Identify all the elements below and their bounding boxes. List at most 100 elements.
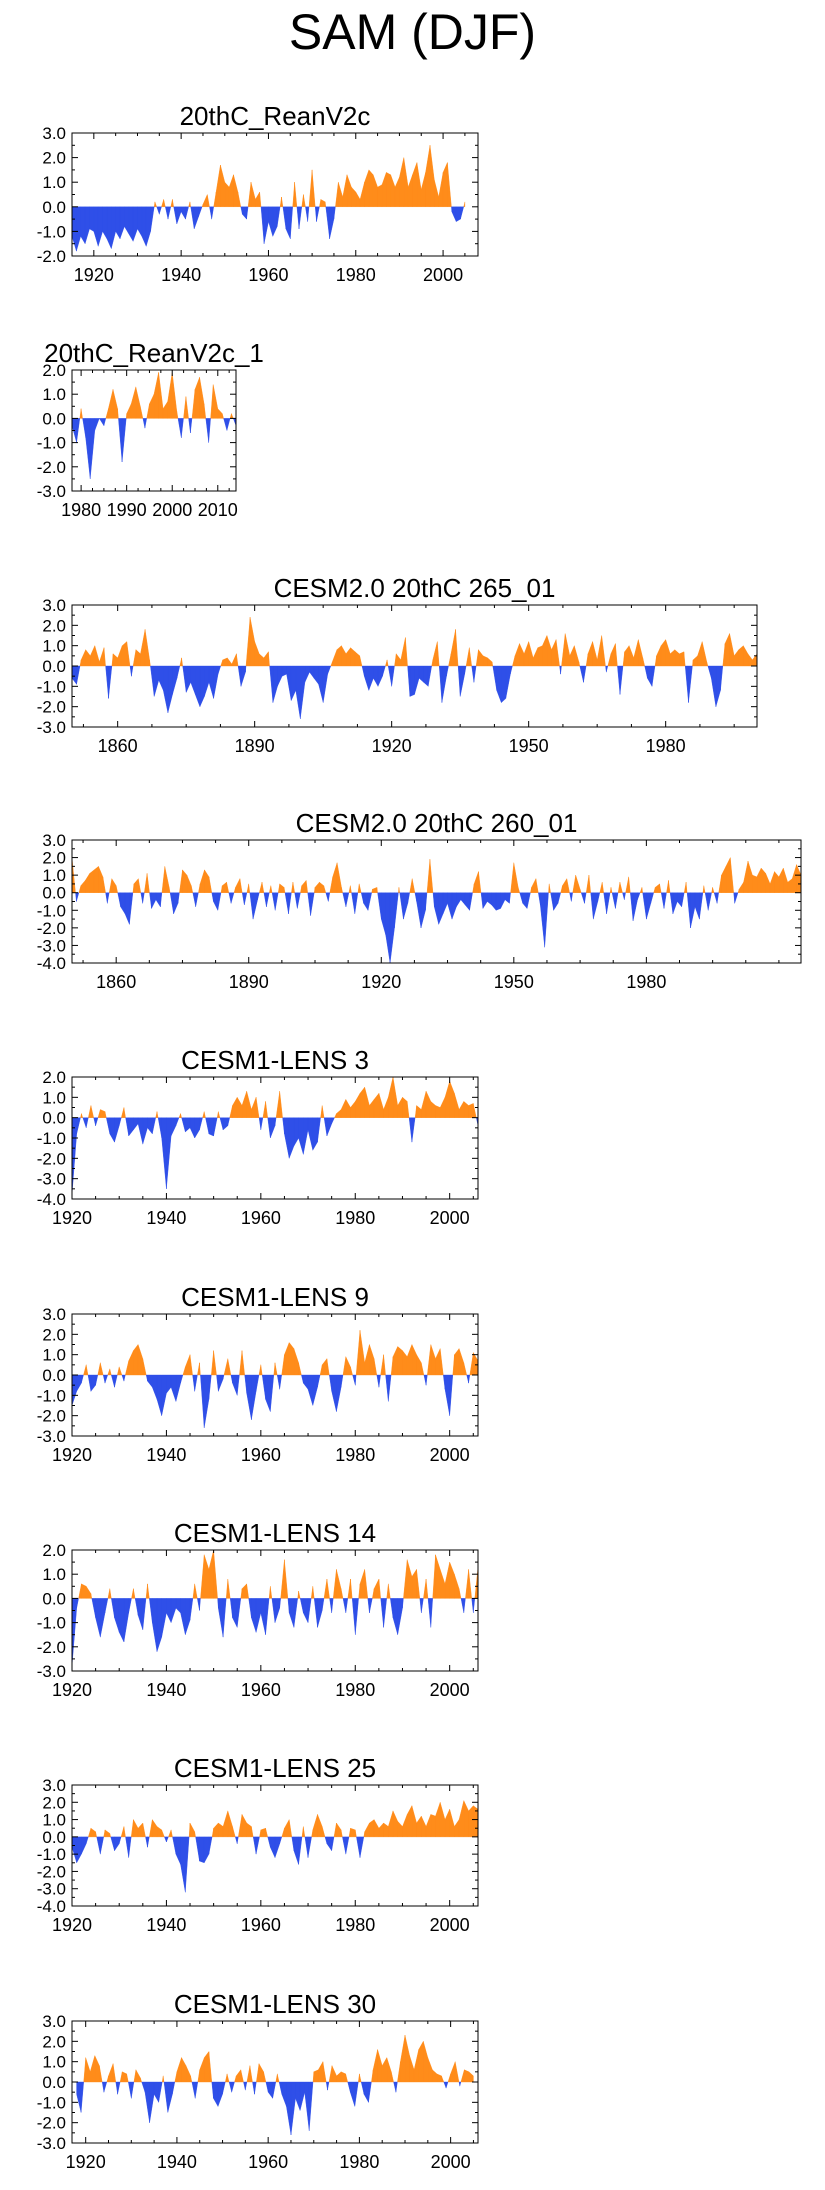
- x-tick-label: 1980: [61, 500, 101, 520]
- x-tick-label: 2000: [431, 2152, 471, 2172]
- positive-area-series: [78, 1549, 479, 1599]
- y-tick-label: -3.0: [37, 2134, 66, 2153]
- y-tick-label: -1.0: [37, 1386, 66, 1405]
- y-tick-label: -1.0: [37, 222, 66, 241]
- x-tick-label: 1940: [146, 1208, 186, 1228]
- x-tick-label: 1980: [626, 972, 666, 992]
- x-tick-label: 1940: [146, 1680, 186, 1700]
- x-tick-label: 1950: [494, 972, 534, 992]
- x-tick-label: 1860: [98, 736, 138, 756]
- negative-area-series: [71, 418, 237, 479]
- x-tick-label: 2000: [430, 1208, 470, 1228]
- plot-frame: [71, 369, 237, 492]
- y-tick-label: 2.0: [42, 1068, 66, 1087]
- chart-cesm1-lens-3: CESM1-LENS 3 2.01.0 0.0-1.0-2.0 -3.0-4.0192…: [37, 1045, 479, 1228]
- negative-area-series: [75, 892, 739, 964]
- y-tick-label: -1.0: [37, 1845, 66, 1864]
- positive-area-series: [71, 857, 802, 893]
- y-tick-label: 2.0: [42, 361, 66, 380]
- y-tick-label: -2.0: [37, 458, 66, 477]
- y-tick-label: -3.0: [37, 1880, 66, 1899]
- x-tick-label: 1920: [52, 1915, 92, 1935]
- x-tick-label: 1940: [161, 265, 201, 285]
- x-tick-label: 1890: [235, 736, 275, 756]
- negative-area-series: [71, 1374, 471, 1428]
- y-tick-label: -1.0: [37, 2093, 66, 2112]
- y-tick-label: -4.0: [37, 1190, 66, 1209]
- y-tick-label: -1.0: [37, 901, 66, 920]
- y-tick-label: 0.0: [42, 409, 66, 428]
- y-tick-label: 1.0: [42, 1346, 66, 1365]
- y-tick-label: 0.0: [42, 884, 66, 903]
- x-tick-label: 1950: [509, 736, 549, 756]
- negative-area-series: [71, 206, 464, 252]
- y-tick-label: 2.0: [42, 849, 66, 868]
- y-tick-label: 0.0: [42, 198, 66, 217]
- y-tick-label: -4.0: [37, 954, 66, 973]
- x-tick-label: 1980: [336, 265, 376, 285]
- x-tick-label: 1920: [361, 972, 401, 992]
- plot-frame: [71, 1076, 479, 1200]
- negative-area-series: [71, 1598, 476, 1667]
- y-tick-label: 0.0: [42, 657, 66, 676]
- y-tick-label: -2.0: [37, 2114, 66, 2133]
- y-tick-label: -3.0: [37, 1170, 66, 1189]
- y-tick-label: -2.0: [37, 1638, 66, 1657]
- figure-title: SAM (DJF): [288, 4, 537, 60]
- positive-area-series: [88, 1800, 479, 1838]
- x-tick-label: 1980: [335, 1445, 375, 1465]
- x-tick-label: 1860: [96, 972, 136, 992]
- y-tick-label: -3.0: [37, 718, 66, 737]
- y-tick-label: -1.0: [37, 1129, 66, 1148]
- y-tick-label: 3.0: [42, 2012, 66, 2031]
- y-tick-label: 3.0: [42, 1305, 66, 1324]
- y-tick-label: 3.0: [42, 124, 66, 143]
- x-tick-label: 1980: [335, 1680, 375, 1700]
- x-tick-label: 1960: [241, 1680, 281, 1700]
- chart-title: CESM1-LENS 14: [174, 1518, 376, 1548]
- chart-cesm1-lens-25: CESM1-LENS 25 3.02.01.00.0-1.0-2.0-3.0-4.…: [37, 1753, 479, 1935]
- x-tick-label: 1920: [66, 2152, 106, 2172]
- positive-area-series: [153, 145, 466, 207]
- y-tick-label: -3.0: [37, 1662, 66, 1681]
- y-tick-label: -3.0: [37, 1427, 66, 1446]
- x-tick-label: 1940: [157, 2152, 197, 2172]
- x-tick-label: 2000: [430, 1680, 470, 1700]
- x-tick-label: 1920: [52, 1445, 92, 1465]
- chart-title: 20thC_ReanV2c_1: [44, 338, 264, 368]
- y-tick-label: 0.0: [42, 1828, 66, 1847]
- x-tick-label: 1920: [74, 265, 114, 285]
- y-tick-label: -2.0: [37, 1862, 66, 1881]
- x-tick-label: 1980: [335, 1208, 375, 1228]
- x-tick-label: 2000: [152, 500, 192, 520]
- x-tick-label: 1980: [339, 2152, 379, 2172]
- x-tick-label: 1990: [107, 500, 147, 520]
- y-tick-label: 0.0: [42, 2073, 66, 2092]
- x-tick-label: 1980: [335, 1915, 375, 1935]
- x-tick-label: 1960: [248, 2152, 288, 2172]
- x-tick-label: 1940: [146, 1915, 186, 1935]
- x-tick-label: 1920: [372, 736, 412, 756]
- chart-title: CESM1-LENS 25: [174, 1753, 376, 1783]
- chart-title: CESM1-LENS 9: [181, 1282, 369, 1312]
- x-tick-label: 2010: [198, 500, 238, 520]
- y-tick-label: 1.0: [42, 173, 66, 192]
- y-tick-label: -2.0: [37, 1149, 66, 1168]
- negative-area-series: [76, 2081, 462, 2135]
- positive-area-series: [79, 617, 758, 667]
- y-tick-label: 1.0: [42, 1565, 66, 1584]
- chart-cesm2-0-20thc-265-01: CESM2.0 20thC 265_01 3.02.0 1.00.0-1.0 -2.0…: [37, 573, 758, 756]
- chart-title: CESM1-LENS 3: [181, 1045, 369, 1075]
- y-tick-label: -1.0: [37, 677, 66, 696]
- y-tick-label: -3.0: [37, 936, 66, 955]
- positive-area-series: [79, 372, 234, 419]
- y-tick-label: 3.0: [42, 831, 66, 850]
- x-tick-label: 1960: [248, 265, 288, 285]
- x-tick-label: 1980: [646, 736, 686, 756]
- chart-title: CESM2.0 20thC 265_01: [274, 573, 556, 603]
- y-tick-label: 2.0: [42, 1793, 66, 1812]
- y-tick-label: -2.0: [37, 247, 66, 266]
- positive-area-series: [83, 1330, 479, 1376]
- x-tick-label: 1920: [52, 1680, 92, 1700]
- y-tick-label: -2.0: [37, 1407, 66, 1426]
